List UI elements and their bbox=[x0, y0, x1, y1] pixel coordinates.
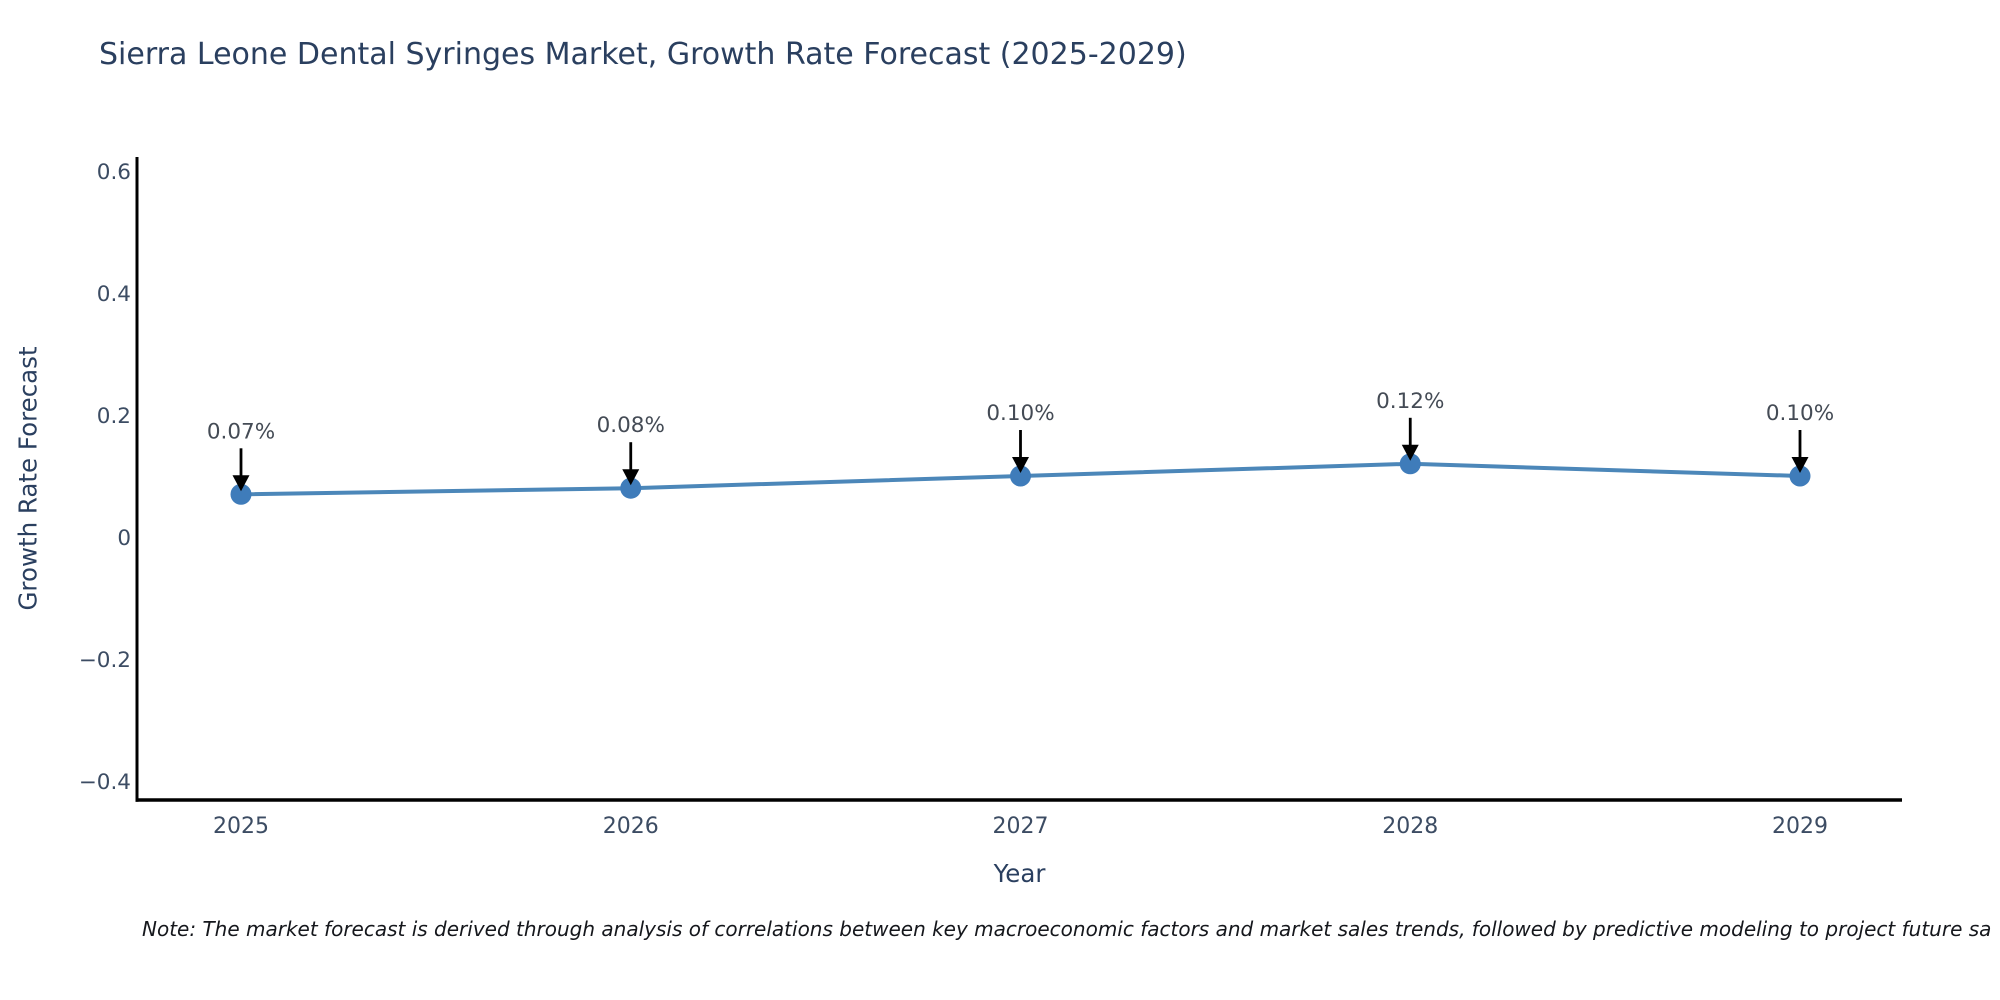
y-tick-label: 0.6 bbox=[97, 160, 131, 185]
footnote: Note: The market forecast is derived thr… bbox=[142, 917, 1992, 941]
x-tick-label: 2028 bbox=[1382, 814, 1438, 839]
data-point-marker bbox=[620, 477, 642, 499]
annotation-arrow-head bbox=[622, 469, 640, 486]
y-tick-label: −0.4 bbox=[79, 770, 131, 795]
annotation-label: 0.10% bbox=[986, 401, 1054, 426]
y-tick-label: −0.2 bbox=[79, 648, 131, 673]
data-point-marker bbox=[230, 483, 252, 505]
annotation-arrow-head bbox=[1401, 444, 1419, 461]
x-tick-label: 2026 bbox=[603, 814, 659, 839]
annotation-label: 0.08% bbox=[597, 413, 665, 438]
x-tick-label: 2025 bbox=[213, 814, 269, 839]
y-tick-label: 0.4 bbox=[97, 282, 131, 307]
y-tick-label: 0 bbox=[117, 526, 131, 551]
data-point-marker bbox=[1789, 465, 1811, 487]
annotation-arrow-head bbox=[232, 475, 250, 492]
x-tick-label: 2027 bbox=[993, 814, 1049, 839]
data-point-marker bbox=[1399, 453, 1421, 475]
annotation-arrow-head bbox=[1791, 457, 1809, 473]
annotation-label: 0.10% bbox=[1766, 401, 1834, 426]
annotation-label: 0.07% bbox=[207, 419, 275, 444]
x-tick-label: 2029 bbox=[1772, 814, 1828, 839]
annotation-arrow-head bbox=[1012, 457, 1029, 473]
chart-title: Sierra Leone Dental Syringes Market, Gro… bbox=[99, 37, 1187, 72]
y-tick-label: 0.2 bbox=[97, 404, 131, 429]
x-axis-title: Year bbox=[993, 859, 1046, 888]
data-point-marker bbox=[1010, 465, 1031, 487]
annotation-label: 0.12% bbox=[1376, 389, 1444, 414]
